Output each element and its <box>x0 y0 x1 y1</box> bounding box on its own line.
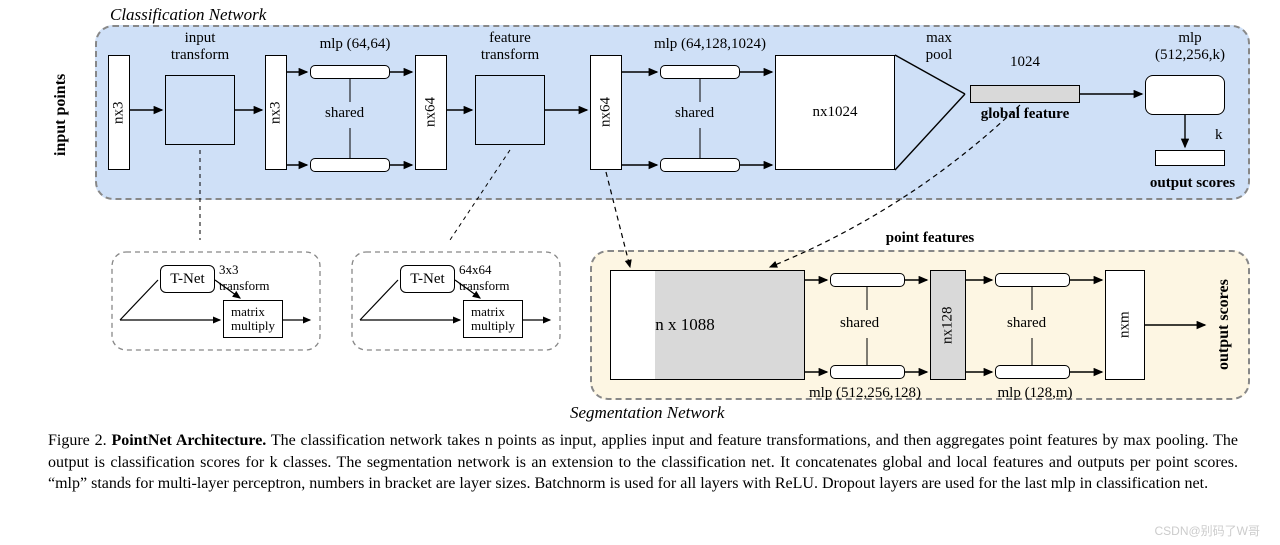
tnet-box-1: T-Net <box>160 265 215 293</box>
mlp4-label: mlp (512,256,128) <box>785 385 945 402</box>
nx128-box: nx128 <box>930 270 966 380</box>
mlp1-rect-top <box>310 65 390 79</box>
global-feature-label: global feature <box>965 106 1085 123</box>
matmul-box-2: matrix multiply <box>463 300 523 338</box>
n1024-label: 1024 <box>1000 54 1050 71</box>
figure-caption: Figure 2. PointNet Architecture. The cla… <box>48 430 1238 495</box>
tnet-box-2: T-Net <box>400 265 455 293</box>
input-points-label: input points <box>52 60 70 170</box>
seg-mlp1-bot <box>830 365 905 379</box>
input-transform-label: input transform <box>160 30 240 64</box>
nx64-box-1: nx64 <box>415 55 447 170</box>
point-features-label: point features <box>865 230 995 247</box>
mlp3-box <box>1145 75 1225 115</box>
shared-label-3: shared <box>840 315 879 332</box>
architecture-diagram: Classification Network Segmentation Netw… <box>10 10 1270 430</box>
input-transform-box <box>165 75 235 145</box>
output-scores-right-label: output scores <box>1215 265 1233 385</box>
classification-title: Classification Network <box>110 5 266 25</box>
mlp1-label: mlp (64,64) <box>305 36 405 53</box>
feature-transform-label: feature transform <box>470 30 550 64</box>
feature-transform-box <box>475 75 545 145</box>
caption-head: PointNet Architecture. <box>111 432 266 449</box>
mat33-label: 3x3 transform <box>219 262 289 294</box>
mat64-label: 64x64 transform <box>459 262 529 294</box>
mlp2-rect-top <box>660 65 740 79</box>
watermark: CSDN@别码了W哥 <box>1154 522 1260 539</box>
k-output-box <box>1155 150 1225 166</box>
mlp3-label: mlp (512,256,k) <box>1140 30 1240 64</box>
nx64-box-2: nx64 <box>590 55 622 170</box>
shared-label-4: shared <box>1007 315 1046 332</box>
caption-fig: Figure 2. <box>48 432 111 449</box>
seg-mlp2-top <box>995 273 1070 287</box>
seg-mlp2-bot <box>995 365 1070 379</box>
mlp2-rect-bot <box>660 158 740 172</box>
global-feature-box <box>970 85 1080 103</box>
n1088-label: n x 1088 <box>625 315 745 335</box>
segmentation-title: Segmentation Network <box>570 403 724 423</box>
mlp2-label: mlp (64,128,1024) <box>640 36 780 53</box>
matmul-box-1: matrix multiply <box>223 300 283 338</box>
nx1024-box: nx1024 <box>775 55 895 170</box>
nx3-box-1: nx3 <box>108 55 130 170</box>
nx3-box-2: nx3 <box>265 55 287 170</box>
max-pool-label: max pool <box>915 30 963 64</box>
mlp5-label: mlp (128,m) <box>980 385 1090 402</box>
shared-label-2: shared <box>675 105 714 122</box>
mlp1-rect-bot <box>310 158 390 172</box>
k-label: k <box>1215 127 1223 144</box>
nxm-box: nxm <box>1105 270 1145 380</box>
shared-label-1: shared <box>325 105 364 122</box>
seg-mlp1-top <box>830 273 905 287</box>
output-scores-top-label: output scores <box>1135 175 1250 192</box>
